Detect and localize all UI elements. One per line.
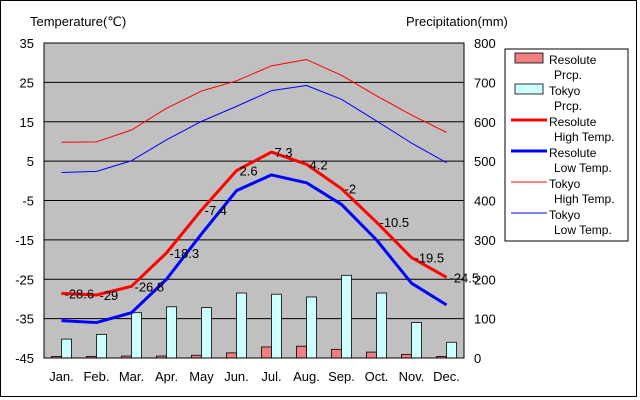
- data-label: 4.2: [310, 157, 328, 172]
- precip-bar: [376, 292, 387, 359]
- legend-swatch: [514, 52, 544, 64]
- data-label: -26.8: [135, 279, 165, 294]
- legend-label-line2: Prcp.: [554, 99, 582, 113]
- precip-bar: [131, 312, 142, 359]
- precip-bar: [401, 354, 412, 359]
- legend-label-line1: Tokyo: [549, 177, 581, 191]
- x-tick-label: May: [189, 369, 214, 384]
- data-label: 7.3: [275, 145, 293, 160]
- precip-bar: [201, 307, 212, 359]
- y-right-tick-label: 100: [474, 312, 496, 327]
- x-tick-label: Apr.: [155, 369, 178, 384]
- x-tick-label: Jun.: [224, 369, 249, 384]
- x-tick-label: Jan.: [49, 369, 74, 384]
- data-label: -28.6: [65, 286, 95, 301]
- precip-bar: [306, 296, 317, 359]
- data-label: -10.5: [380, 215, 410, 230]
- precip-bar: [236, 292, 247, 359]
- y-left-tick-label: 15: [20, 115, 34, 130]
- temp-line: [61, 59, 447, 143]
- y-right-tick-label: 200: [474, 272, 496, 287]
- y-left-axis-label: Temperature(℃): [30, 14, 126, 29]
- x-tick-label: Nov.: [399, 369, 425, 384]
- x-tick-label: Jul.: [261, 369, 281, 384]
- y-right-tick-label: 600: [474, 115, 496, 130]
- x-tick-label: Dec.: [433, 369, 460, 384]
- legend-box: [504, 48, 629, 242]
- precip-bar: [61, 338, 72, 359]
- x-tick-label: Oct.: [365, 369, 389, 384]
- y-left-tick-label: 5: [27, 154, 34, 169]
- precip-bar: [271, 293, 282, 359]
- temp-line: [61, 173, 448, 325]
- legend-label-line2: Prcp.: [554, 68, 582, 82]
- data-labels: -28.6 -29 -26.8 -18.3 -7.4 2.6 7.3 4.2 -2 -10.5 -1…: [65, 145, 480, 303]
- precip-bar: [96, 333, 107, 359]
- temp-line: [61, 85, 447, 174]
- precip-bar: [261, 346, 272, 359]
- x-tick-label: Aug.: [293, 369, 320, 384]
- temp-line: [61, 150, 448, 297]
- precip-bar: [411, 322, 422, 359]
- y-left-tick-label: -45: [15, 351, 34, 366]
- y-right-tick-label: 400: [474, 194, 496, 209]
- precip-bar: [166, 306, 177, 359]
- precip-bar: [366, 351, 377, 359]
- legend-label-line1: Resolute: [549, 146, 597, 160]
- data-label: -2: [345, 182, 357, 197]
- y-right-tick-label: 0: [474, 351, 481, 366]
- legend-label-line1: Resolute: [549, 53, 597, 67]
- data-label: -18.3: [170, 246, 200, 261]
- x-tick-label: Feb.: [83, 369, 109, 384]
- data-label: -7.4: [205, 203, 227, 218]
- precip-bar: [226, 352, 237, 359]
- y-right-tick-label: 800: [474, 36, 496, 51]
- y-left-tick-label: -25: [15, 272, 34, 287]
- plot-border: [43, 42, 465, 359]
- legend-label-line2: High Temp.: [554, 192, 614, 206]
- y-left-tick-label: -15: [15, 233, 34, 248]
- y-left-tick-label: 25: [20, 75, 34, 90]
- legend-label-line1: Tokyo: [549, 84, 581, 98]
- legend-swatch: [514, 83, 544, 95]
- precip-bar: [296, 345, 307, 359]
- x-tick-label: Sep.: [328, 369, 355, 384]
- y-right-tick-label: 700: [474, 75, 496, 90]
- precipitation-bars: [51, 274, 457, 359]
- y-left-tick-label: 35: [20, 36, 34, 51]
- data-label: 2.6: [240, 164, 258, 179]
- y-left-tick-label: -5: [22, 194, 34, 209]
- data-label: -19.5: [415, 251, 445, 266]
- y-right-ticks: 800 700 600 500 400 300 200 100 0: [474, 36, 496, 366]
- y-right-tick-label: 300: [474, 233, 496, 248]
- data-label: -29: [100, 288, 119, 303]
- legend-label-line2: Low Temp.: [554, 223, 612, 237]
- precip-bar: [331, 348, 342, 359]
- legend-label-line2: Low Temp.: [554, 161, 612, 175]
- y-left-tick-label: -35: [15, 312, 34, 327]
- y-right-tick-label: 500: [474, 154, 496, 169]
- precip-bar: [341, 274, 352, 359]
- y-right-axis-label: Precipitation(mm): [406, 14, 508, 29]
- temperature-lines: [61, 59, 448, 325]
- legend-label-line1: Resolute: [549, 115, 597, 129]
- legend-label-line1: Tokyo: [549, 208, 581, 222]
- y-left-ticks: 35 25 15 5 -5 -15 -25 -35 -45: [15, 36, 34, 366]
- precip-bar: [446, 341, 457, 359]
- x-tick-label: Mar.: [119, 369, 144, 384]
- legend-label-line2: High Temp.: [554, 130, 614, 144]
- x-ticks: Jan. Feb. Mar. Apr. May Jun. Jul. Aug. Sep. Oct. N…: [49, 369, 460, 384]
